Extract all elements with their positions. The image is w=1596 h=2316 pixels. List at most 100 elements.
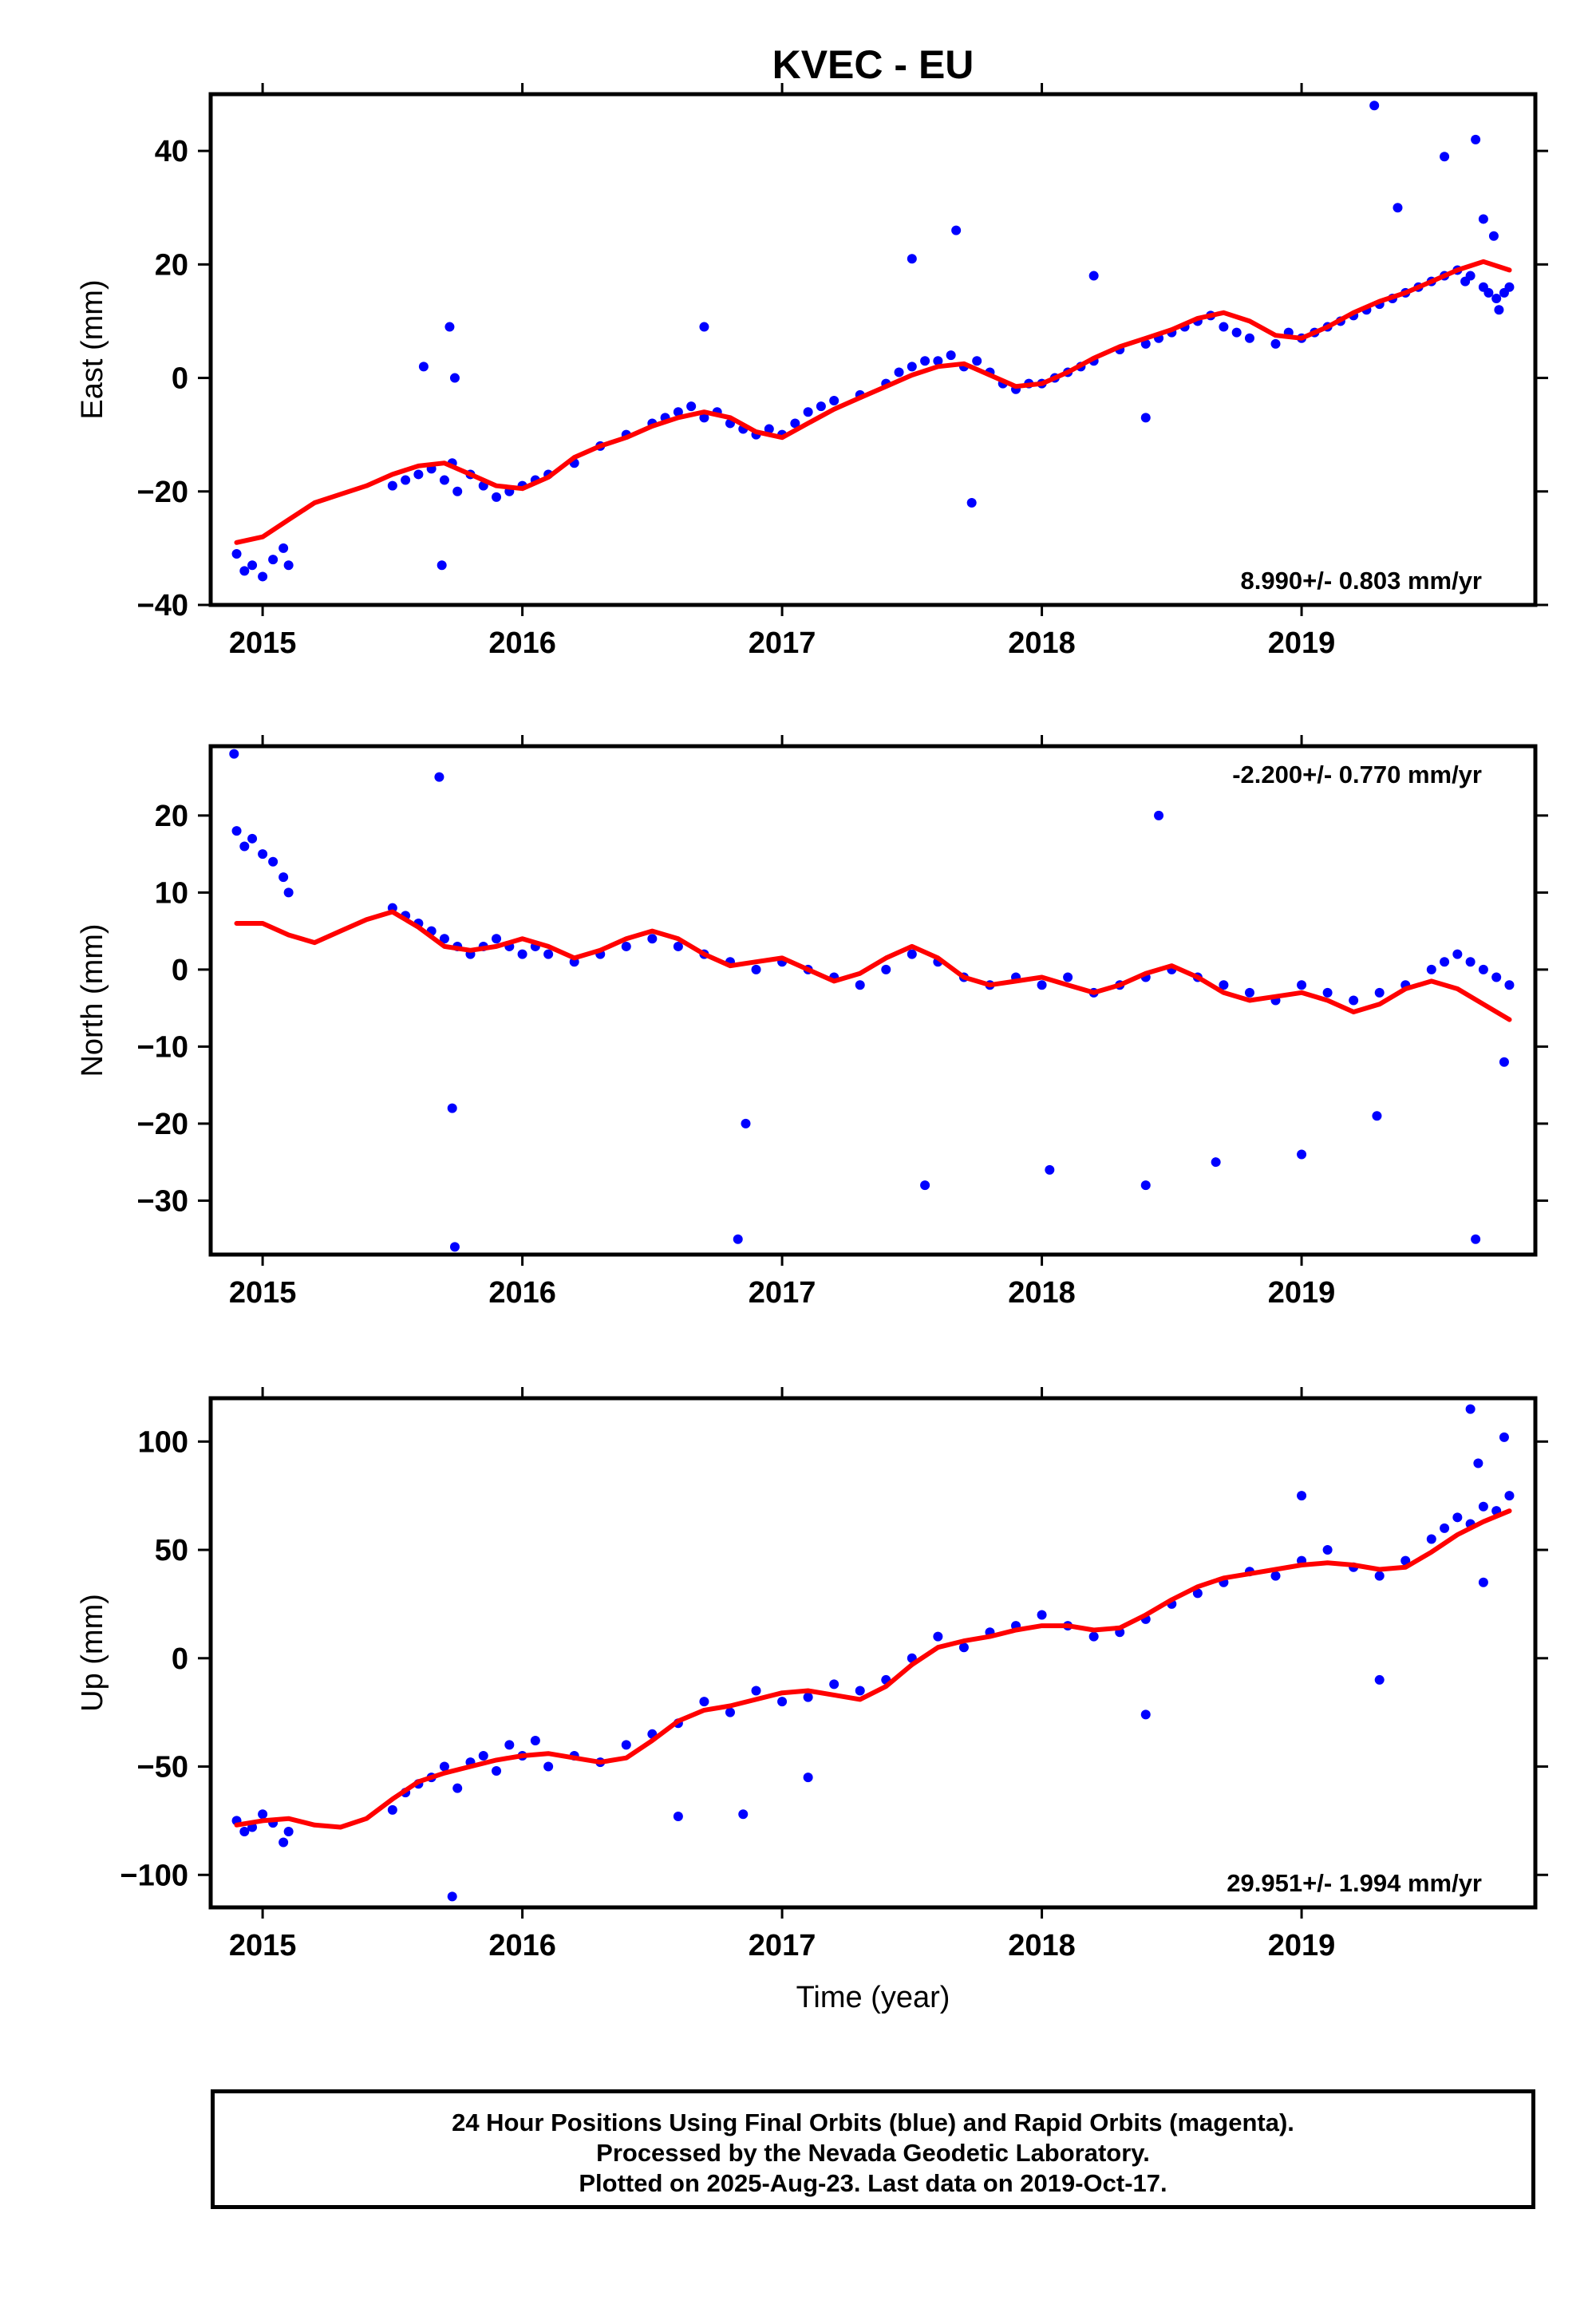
north-data-point (1219, 980, 1229, 990)
north-fit-curve (234, 909, 1512, 1022)
north-data-point (1372, 1111, 1382, 1121)
east-data-point (231, 549, 242, 559)
up-data-point (1374, 1571, 1385, 1581)
east-data-point (699, 413, 709, 423)
north-data-point (279, 872, 289, 883)
east-data-point (452, 486, 463, 496)
east-data-point (673, 407, 683, 417)
up-data-point (829, 1679, 839, 1690)
north-data-point (1465, 957, 1476, 967)
up-data-point (803, 1692, 813, 1702)
north-data-point (258, 849, 268, 860)
north-data-point (1037, 980, 1047, 990)
up-data-point (1374, 1674, 1385, 1685)
east-rate-label: 8.990+/- 0.803 mm/yr (1241, 567, 1482, 595)
north-data-point (1140, 1180, 1151, 1191)
north-data-point (1504, 980, 1515, 990)
up-data-point (492, 1765, 502, 1776)
east-data-point (1088, 271, 1099, 281)
up-fit-curve (234, 1508, 1512, 1830)
north-data-point (907, 949, 917, 959)
east-data-point (920, 356, 930, 366)
up-data-point (504, 1740, 515, 1750)
east-data-point (279, 543, 289, 553)
up-data-point (1465, 1404, 1476, 1414)
up-data-point (279, 1837, 289, 1848)
east-fit-curve (234, 259, 1512, 545)
up-data-point (855, 1686, 865, 1696)
east-data-point (1494, 305, 1504, 315)
east-data-point (894, 367, 904, 377)
up-data-point (452, 1783, 463, 1793)
north-data-point (231, 826, 242, 836)
north-data-point (492, 934, 502, 944)
up-data-point (1270, 1571, 1281, 1581)
north-x-tick-label: 2019 (1268, 1276, 1336, 1310)
chart-title: KVEC - EU (772, 42, 974, 87)
east-data-point (1270, 338, 1281, 349)
north-data-point (647, 934, 658, 944)
up-data-point (447, 1891, 457, 1902)
up-data-point (1322, 1545, 1333, 1555)
north-x-tick-label: 2015 (229, 1276, 297, 1310)
east-data-point (1440, 152, 1450, 162)
footer-line-2: Processed by the Nevada Geodetic Laborat… (596, 2139, 1150, 2167)
east-data-point (418, 362, 429, 372)
up-x-tick-label: 2015 (229, 1929, 297, 1962)
east-data-point (803, 407, 813, 417)
up-y-tick-label: 100 (138, 1425, 188, 1459)
north-x-tick-label: 2017 (749, 1276, 816, 1310)
east-x-tick-label: 2016 (488, 626, 556, 660)
north-data-point (447, 1103, 457, 1113)
east-data-point (268, 555, 279, 565)
east-data-point (946, 350, 956, 361)
north-data-point (1374, 987, 1385, 998)
up-data-point (933, 1631, 943, 1642)
east-data-point (247, 560, 258, 571)
north-data-point (247, 833, 258, 844)
east-data-point (439, 475, 449, 485)
east-y-tick-label: −20 (137, 476, 188, 509)
east-y-tick-label: 20 (155, 248, 188, 282)
up-y-tick-label: 50 (155, 1534, 188, 1567)
up-data-point (387, 1804, 397, 1815)
north-y-tick-label: 0 (172, 954, 188, 987)
east-data-point (907, 254, 917, 264)
north-y-axis-label: North (mm) (76, 923, 109, 1077)
up-data-point (1297, 1491, 1307, 1501)
east-y-tick-label: 0 (172, 362, 188, 396)
north-data-point (283, 887, 294, 898)
footer-line-1: 24 Hour Positions Using Final Orbits (bl… (452, 2109, 1294, 2136)
east-data-point (686, 401, 697, 412)
east-data-point (449, 373, 460, 383)
east-data-point (387, 480, 397, 491)
north-data-point (920, 1180, 930, 1191)
north-data-point (434, 772, 444, 782)
east-data-point (1465, 271, 1476, 281)
north-data-point (621, 941, 631, 951)
east-data-point (966, 498, 977, 508)
x-axis-label: Time (year) (796, 1981, 950, 2014)
north-x-tick-label: 2018 (1008, 1276, 1076, 1310)
up-data-point (1504, 1491, 1515, 1501)
up-data-point (803, 1773, 813, 1783)
up-x-tick-label: 2018 (1008, 1929, 1076, 1962)
up-data-point (1140, 1709, 1151, 1720)
east-data-point (764, 424, 774, 434)
east-x-tick-label: 2018 (1008, 626, 1076, 660)
east-data-point (1393, 203, 1403, 213)
north-data-point (517, 949, 527, 959)
east-y-tick-label: −40 (137, 589, 188, 622)
east-data-point (816, 401, 826, 412)
up-data-point (478, 1750, 488, 1761)
east-x-tick-label: 2015 (229, 626, 297, 660)
up-data-point (673, 1811, 683, 1821)
north-data-point (1244, 987, 1254, 998)
east-data-point (1504, 282, 1515, 292)
up-data-point (530, 1735, 540, 1745)
up-data-point (958, 1642, 969, 1653)
east-y-tick-label: 40 (155, 135, 188, 168)
north-data-point (1349, 995, 1359, 1006)
up-data-point (1088, 1631, 1099, 1642)
north-data-point (1063, 972, 1073, 982)
